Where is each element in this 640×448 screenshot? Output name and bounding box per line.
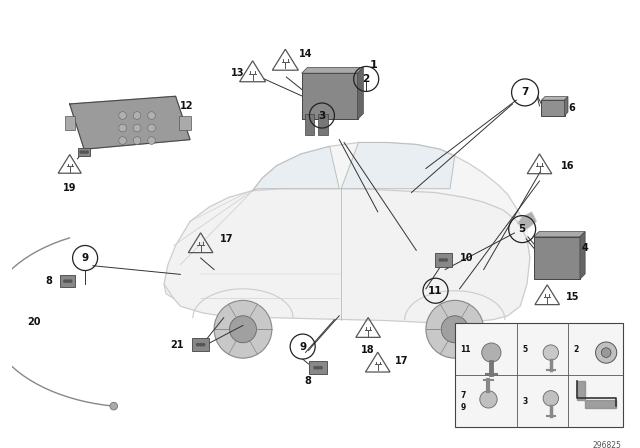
Bar <box>435 253 452 267</box>
Bar <box>305 114 314 135</box>
Circle shape <box>482 343 501 362</box>
Text: 9: 9 <box>81 253 89 263</box>
Text: 6: 6 <box>568 103 575 113</box>
Polygon shape <box>70 96 190 149</box>
Text: 7: 7 <box>522 87 529 97</box>
Polygon shape <box>541 97 568 100</box>
Text: 2: 2 <box>363 74 370 84</box>
Text: 7
9: 7 9 <box>461 392 466 412</box>
Bar <box>455 323 623 427</box>
Text: 15: 15 <box>566 292 579 302</box>
Text: 11: 11 <box>461 345 471 354</box>
Circle shape <box>543 345 559 360</box>
Circle shape <box>230 316 257 343</box>
Circle shape <box>439 259 442 261</box>
Polygon shape <box>580 232 585 279</box>
Text: 16: 16 <box>561 160 574 171</box>
Circle shape <box>200 344 202 346</box>
Circle shape <box>83 151 85 153</box>
Polygon shape <box>301 67 364 73</box>
Circle shape <box>317 366 319 369</box>
Text: 8: 8 <box>305 376 312 386</box>
Text: 4: 4 <box>582 243 589 254</box>
Text: 19: 19 <box>63 183 76 193</box>
Circle shape <box>133 124 141 132</box>
Circle shape <box>543 391 559 406</box>
Circle shape <box>110 402 118 410</box>
Polygon shape <box>577 381 616 408</box>
Text: 3: 3 <box>318 111 326 121</box>
Bar <box>541 100 564 116</box>
Bar <box>65 116 74 130</box>
Polygon shape <box>534 232 585 237</box>
Circle shape <box>148 112 156 119</box>
Circle shape <box>133 137 141 144</box>
Text: 17: 17 <box>220 234 234 244</box>
Polygon shape <box>253 142 530 258</box>
Circle shape <box>426 300 484 358</box>
Circle shape <box>196 344 199 346</box>
Text: 10: 10 <box>460 253 473 263</box>
Circle shape <box>119 112 127 119</box>
Text: 296825: 296825 <box>593 441 621 448</box>
Bar <box>179 116 191 130</box>
Text: 5: 5 <box>523 345 528 354</box>
Circle shape <box>314 366 316 369</box>
Circle shape <box>64 280 66 282</box>
Bar <box>301 73 358 119</box>
Text: 21: 21 <box>170 340 183 349</box>
Text: 3: 3 <box>523 397 528 406</box>
Polygon shape <box>341 142 455 189</box>
Circle shape <box>86 151 88 153</box>
Bar <box>60 276 76 287</box>
Text: 12: 12 <box>180 101 194 111</box>
Circle shape <box>596 342 617 363</box>
Circle shape <box>214 300 272 358</box>
Text: 5: 5 <box>518 224 526 234</box>
Text: 14: 14 <box>299 49 312 59</box>
Polygon shape <box>164 189 530 323</box>
Text: 18: 18 <box>362 345 375 355</box>
Text: 9: 9 <box>299 341 306 352</box>
Text: 11: 11 <box>428 286 443 296</box>
Circle shape <box>67 280 69 282</box>
Circle shape <box>202 344 205 346</box>
Text: 8: 8 <box>45 276 52 286</box>
Bar <box>534 237 580 279</box>
Bar <box>318 114 328 135</box>
Circle shape <box>442 316 468 343</box>
Circle shape <box>480 391 497 408</box>
Circle shape <box>148 137 156 144</box>
Polygon shape <box>253 146 339 190</box>
Circle shape <box>602 348 611 358</box>
Text: 2: 2 <box>573 345 579 354</box>
Circle shape <box>119 124 127 132</box>
Polygon shape <box>564 97 568 116</box>
Circle shape <box>320 366 322 369</box>
Bar <box>192 338 209 351</box>
Text: 20: 20 <box>28 317 41 327</box>
Bar <box>309 361 327 375</box>
Polygon shape <box>358 67 364 119</box>
Text: 1: 1 <box>370 60 378 70</box>
Circle shape <box>445 259 447 261</box>
Circle shape <box>80 151 83 153</box>
Bar <box>78 148 90 156</box>
Text: 17: 17 <box>395 356 408 366</box>
Circle shape <box>148 124 156 132</box>
Polygon shape <box>517 212 536 229</box>
Text: 13: 13 <box>232 68 245 78</box>
Circle shape <box>119 137 127 144</box>
Circle shape <box>442 259 444 261</box>
Circle shape <box>70 280 72 282</box>
Circle shape <box>133 112 141 119</box>
